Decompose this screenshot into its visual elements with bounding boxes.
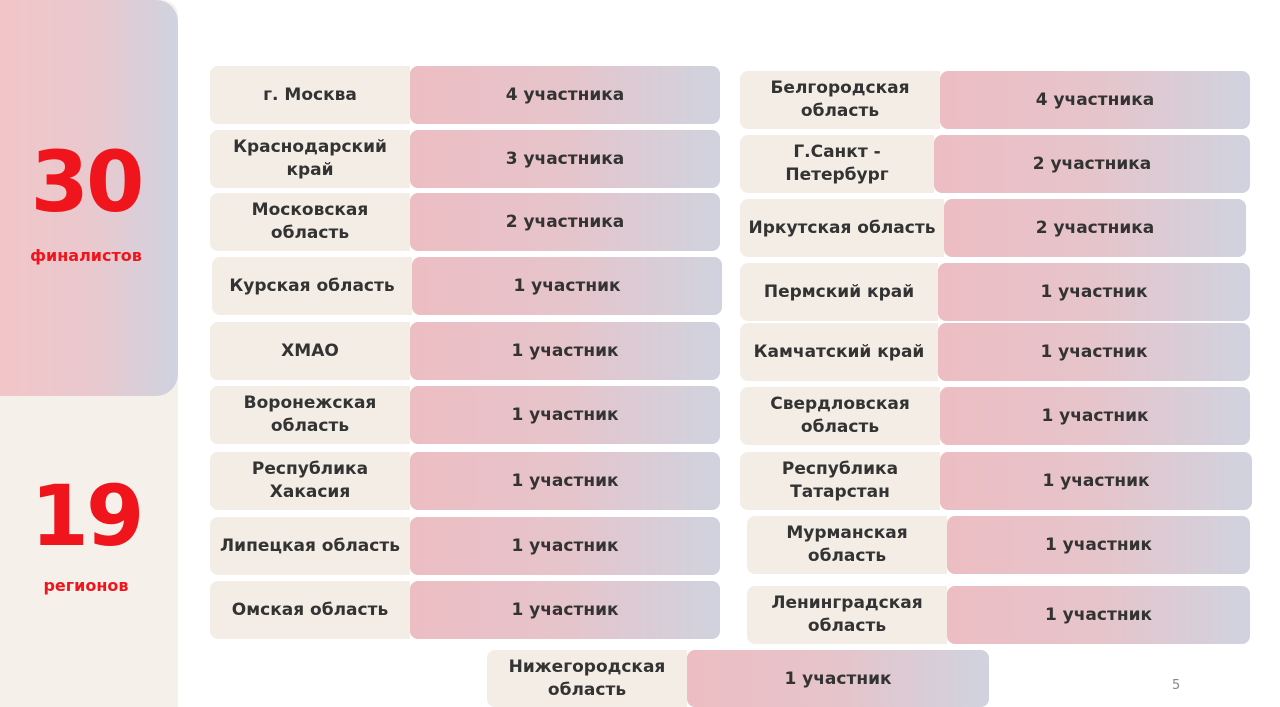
region-name: Свердловская область <box>740 387 940 445</box>
participants-count: 2 участника <box>944 199 1246 257</box>
regions-count: 19 <box>30 467 145 565</box>
region-row: г. Москва 4 участника <box>210 66 720 124</box>
participants-count: 3 участника <box>410 130 720 188</box>
region-name: Ленинградская область <box>747 586 947 644</box>
participants-count: 1 участник <box>410 386 720 444</box>
participants-count: 1 участник <box>410 452 720 510</box>
region-row: Воронежская область 1 участник <box>210 386 720 444</box>
region-row: Республика Хакасия 1 участник <box>210 452 720 510</box>
participants-count: 4 участника <box>410 66 720 124</box>
participants-count: 1 участник <box>410 517 720 575</box>
region-name: Г.Санкт - Петербург <box>740 135 934 193</box>
region-name: Иркутская область <box>740 199 944 257</box>
region-row: Мурманская область 1 участник <box>747 516 1250 574</box>
region-name: г. Москва <box>210 66 410 124</box>
participants-count: 2 участника <box>410 193 720 251</box>
participants-count: 1 участник <box>940 387 1250 445</box>
participants-count: 1 участник <box>947 586 1250 644</box>
participants-count: 4 участника <box>940 71 1250 129</box>
region-row: Краснодарский край 3 участника <box>210 130 720 188</box>
region-name: Липецкая область <box>210 517 410 575</box>
finalists-label: финалистов <box>30 246 142 265</box>
participants-count: 1 участник <box>412 257 722 315</box>
page-number: 5 <box>1172 678 1181 693</box>
participants-count: 1 участник <box>940 452 1252 510</box>
region-row: Пермский край 1 участник <box>740 263 1250 321</box>
region-row: Г.Санкт - Петербург 2 участника <box>740 135 1250 193</box>
region-row: Ленинградская область 1 участник <box>747 586 1250 644</box>
region-row: Республика Татарстан 1 участник <box>740 452 1252 510</box>
region-name: Республика Татарстан <box>740 452 940 510</box>
region-name: Воронежская область <box>210 386 410 444</box>
participants-count: 2 участника <box>934 135 1250 193</box>
region-name: Омская область <box>210 581 410 639</box>
region-row: Белгородская область 4 участника <box>740 71 1250 129</box>
region-name: Мурманская область <box>747 516 947 574</box>
finalists-count: 30 <box>30 133 145 231</box>
participants-count: 1 участник <box>938 263 1250 321</box>
region-name: Нижегородская область <box>487 650 687 707</box>
region-row: Московская область 2 участника <box>210 193 720 251</box>
region-row: Нижегородская область 1 участник <box>487 650 989 707</box>
participants-count: 1 участник <box>947 516 1250 574</box>
region-name: Пермский край <box>740 263 938 321</box>
region-name: Курская область <box>212 257 412 315</box>
region-row: Камчатский край 1 участник <box>740 323 1250 381</box>
participants-count: 1 участник <box>410 581 720 639</box>
regions-label: регионов <box>43 576 129 595</box>
region-name: Республика Хакасия <box>210 452 410 510</box>
region-name: Белгородская область <box>740 71 940 129</box>
finalists-card <box>0 0 178 396</box>
region-row: Свердловская область 1 участник <box>740 387 1250 445</box>
participants-count: 1 участник <box>687 650 989 707</box>
region-row: Иркутская область 2 участника <box>740 199 1246 257</box>
region-row: Курская область 1 участник <box>212 257 722 315</box>
participants-count: 1 участник <box>410 322 720 380</box>
region-name: Камчатский край <box>740 323 938 381</box>
region-name: ХМАО <box>210 322 410 380</box>
region-row: ХМАО 1 участник <box>210 322 720 380</box>
participants-count: 1 участник <box>938 323 1250 381</box>
region-row: Омская область 1 участник <box>210 581 720 639</box>
region-row: Липецкая область 1 участник <box>210 517 720 575</box>
region-name: Краснодарский край <box>210 130 410 188</box>
region-name: Московская область <box>210 193 410 251</box>
